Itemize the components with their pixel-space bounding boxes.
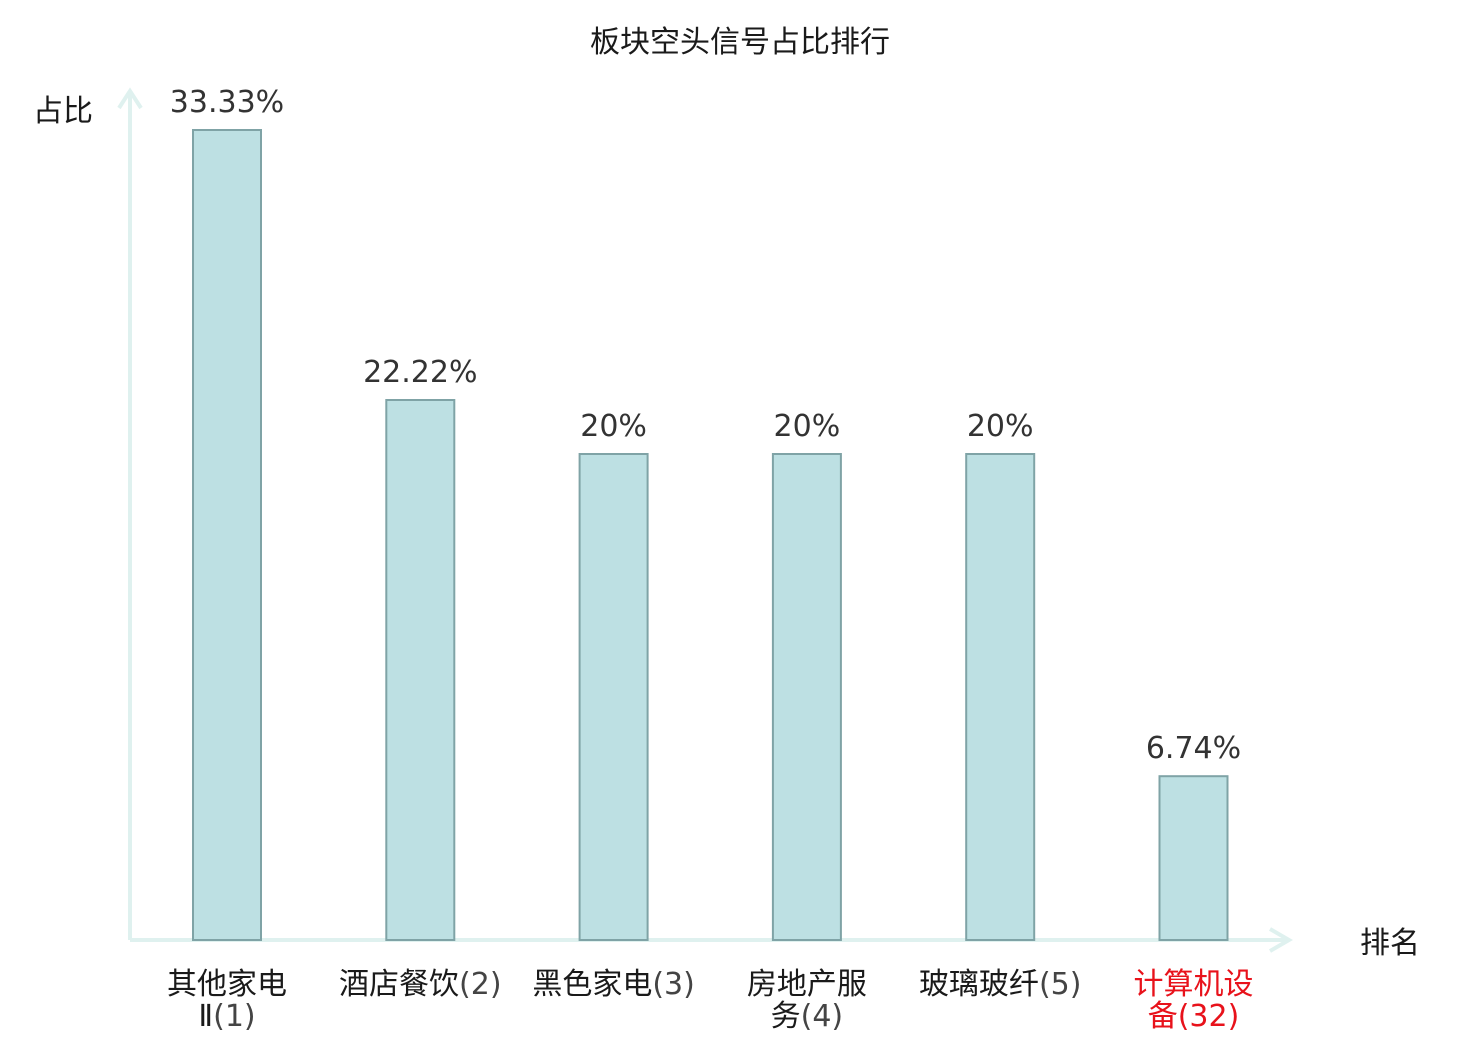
value-labels-group: 33.33% 22.22% 20% 20% 20% 6.74% bbox=[170, 85, 1241, 766]
category-label-5: 玻璃玻纤(5) bbox=[919, 967, 1081, 1002]
category-rank: (5) bbox=[1039, 967, 1082, 1002]
bar-1 bbox=[192, 129, 262, 941]
category-name: 玻璃玻纤 bbox=[919, 967, 1039, 1002]
category-rank: (32) bbox=[1178, 999, 1240, 1034]
value-label-5: 20% bbox=[967, 409, 1034, 444]
category-name: 黑色家电 bbox=[532, 967, 652, 1002]
category-rank: (1) bbox=[213, 999, 256, 1034]
bar-2 bbox=[385, 399, 456, 941]
bar-3 bbox=[578, 453, 649, 941]
category-name: 备 bbox=[1148, 999, 1178, 1034]
category-name: 务 bbox=[771, 999, 801, 1034]
x-axis-label: 排名 bbox=[1360, 926, 1420, 961]
category-label-1-line2: Ⅱ(1) bbox=[198, 999, 255, 1034]
bar-6 bbox=[1158, 775, 1229, 942]
category-rank: (2) bbox=[459, 967, 502, 1002]
y-axis-label: 占比 bbox=[33, 94, 93, 129]
category-label-4-line2: 务(4) bbox=[771, 999, 844, 1034]
category-label-2: 酒店餐饮(2) bbox=[339, 967, 502, 1002]
value-label-2: 22.22% bbox=[363, 355, 477, 390]
category-name: Ⅱ bbox=[198, 999, 213, 1034]
category-label-3: 黑色家电(3) bbox=[532, 967, 695, 1002]
category-label-1-line1: 其他家电 bbox=[167, 967, 287, 1002]
value-label-4: 20% bbox=[774, 409, 841, 444]
category-label-4-line1: 房地产服 bbox=[747, 967, 867, 1002]
bar-5 bbox=[965, 453, 1036, 941]
value-label-6: 6.74% bbox=[1146, 731, 1241, 766]
category-name: 酒店餐饮 bbox=[339, 967, 459, 1002]
value-label-3: 20% bbox=[580, 409, 647, 444]
x-axis-arrow bbox=[1268, 927, 1293, 953]
bar-4 bbox=[771, 453, 842, 941]
bars-group bbox=[192, 129, 1229, 942]
category-label-6-line2: 备(32) bbox=[1148, 999, 1240, 1034]
category-label-6-line1: 计算机设 bbox=[1134, 967, 1254, 1002]
category-rank: (4) bbox=[801, 999, 844, 1034]
y-axis-arrow bbox=[117, 87, 143, 110]
chart-title: 板块空头信号占比排行 bbox=[590, 25, 890, 60]
value-label-1: 33.33% bbox=[170, 85, 284, 120]
category-rank: (3) bbox=[652, 967, 695, 1002]
